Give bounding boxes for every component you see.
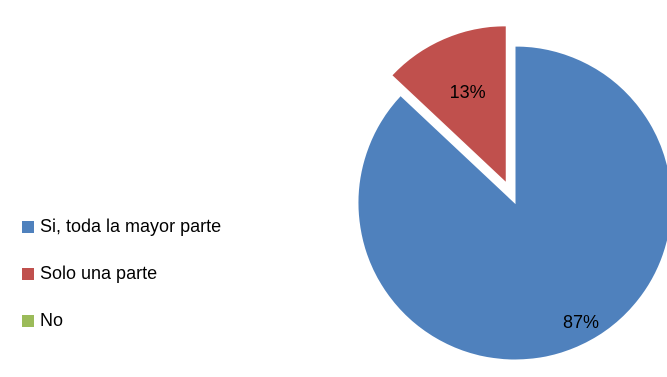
legend-swatch-2: [22, 268, 34, 280]
legend-label-2: Solo una parte: [40, 263, 157, 283]
legend-swatch-1: [22, 221, 34, 233]
pie-slice-1: [357, 45, 667, 361]
data-label-1: 87%: [563, 312, 599, 332]
legend-label-1: Si, toda la mayor parte: [40, 216, 221, 236]
legend-label-3: No: [40, 310, 63, 330]
legend-swatch-3: [22, 315, 34, 327]
data-label-2: 13%: [450, 82, 486, 102]
pie-slice-2: [391, 25, 507, 184]
